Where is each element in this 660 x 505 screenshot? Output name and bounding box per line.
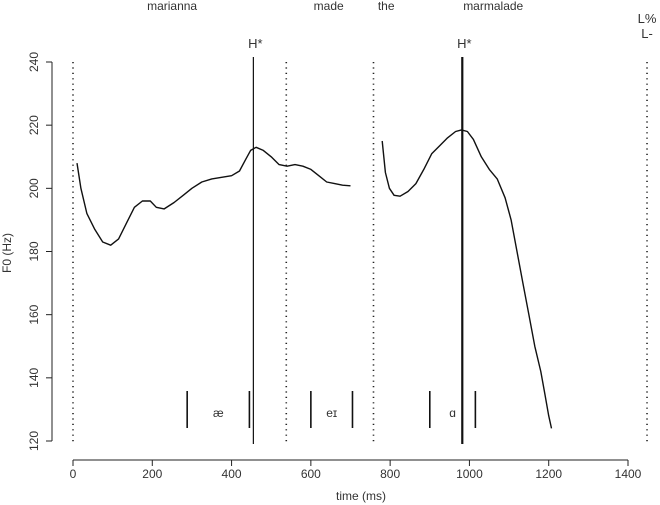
x-tick-label: 1200: [535, 467, 562, 481]
x-tick-label: 0: [70, 467, 77, 481]
tone-label: L-: [641, 26, 653, 41]
y-tick-label: 120: [27, 431, 41, 451]
tone-label-group: H* H* L%L-: [248, 11, 657, 51]
word-boundary-group: [72, 62, 648, 444]
word-label: made: [314, 0, 344, 13]
axes-group: 0 200 400 600 800 1000 1200 1400 120 140 160 180 200…: [27, 52, 642, 481]
f0-series-line: [76, 146, 351, 246]
x-axis-title: time (ms): [336, 489, 386, 503]
tone-label: L%: [638, 11, 657, 26]
segment-label: ɑ: [449, 406, 456, 420]
word-label: the: [378, 0, 395, 13]
segment-group: æ eɪ ɑ: [186, 391, 477, 428]
x-tick-label: 400: [222, 467, 242, 481]
accent-line-group: [252, 57, 464, 444]
f0-series-line: [381, 129, 553, 429]
y-tick-label: 140: [27, 368, 41, 388]
tone-label: H*: [248, 36, 262, 51]
y-tick-label: 160: [27, 304, 41, 324]
y-tick-label: 200: [27, 178, 41, 198]
word-label: marianna: [147, 0, 197, 13]
y-tick-label: 240: [27, 52, 41, 72]
word-label: marmalade: [463, 0, 523, 13]
x-tick-label: 200: [142, 467, 162, 481]
x-tick-label: 800: [380, 467, 400, 481]
x-tick-label: 1400: [615, 467, 642, 481]
x-tick-label: 600: [301, 467, 321, 481]
tone-label: H*: [457, 36, 471, 51]
series-group: [76, 129, 553, 429]
segment-label: eɪ: [326, 406, 337, 420]
word-label-group: marianna made the marmalade: [147, 0, 523, 13]
y-tick-label: 180: [27, 241, 41, 261]
y-tick-label: 220: [27, 115, 41, 135]
y-axis-title: F0 (Hz): [0, 233, 14, 273]
x-tick-label: 1000: [456, 467, 483, 481]
segment-label: æ: [213, 406, 224, 420]
